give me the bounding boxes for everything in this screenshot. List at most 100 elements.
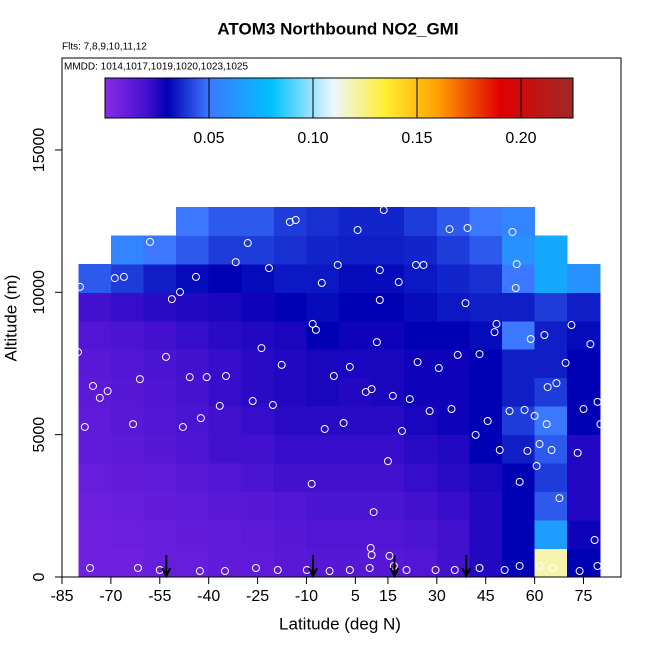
- heatmap-cell: [176, 548, 210, 578]
- heatmap-cell: [78, 491, 112, 521]
- flight-point: [185, 373, 194, 382]
- flight-point: [178, 422, 187, 431]
- y-tick-label: 0: [31, 572, 48, 581]
- heatmap-cell: [110, 434, 144, 464]
- heatmap-cell: [339, 320, 373, 350]
- flight-point: [492, 319, 501, 328]
- heatmap-cell: [78, 434, 112, 464]
- heatmap-cell: [339, 292, 373, 322]
- flight-point: [515, 477, 524, 486]
- x-tick-label: 30: [428, 588, 446, 605]
- heatmap-cell: [502, 349, 536, 379]
- heatmap-cell: [208, 434, 242, 464]
- y-tick-label: 10000: [31, 270, 48, 315]
- flight-point: [508, 227, 517, 236]
- x-tick-label: -55: [148, 588, 171, 605]
- flight-point: [133, 564, 142, 573]
- flight-point: [535, 440, 544, 449]
- heatmap-cell: [273, 292, 307, 322]
- heatmap-cell: [110, 349, 144, 379]
- arrow: [461, 555, 472, 579]
- flight-point: [333, 260, 342, 269]
- heatmap-cell: [502, 434, 536, 464]
- heatmap-cell: [208, 263, 242, 293]
- heatmap-cell: [241, 235, 275, 265]
- heatmap-cell: [306, 377, 340, 407]
- x-tick-label: 60: [526, 588, 544, 605]
- flight-point: [264, 264, 273, 273]
- heatmap-cell: [78, 320, 112, 350]
- heatmap-cell: [371, 463, 405, 493]
- heatmap-cell: [371, 520, 405, 550]
- heatmap-cell: [78, 349, 112, 379]
- heatmap-cell: [273, 263, 307, 293]
- heatmap-cell: [208, 520, 242, 550]
- flight-point: [586, 340, 595, 349]
- heatmap-cell: [176, 292, 210, 322]
- heatmap-cell: [371, 320, 405, 350]
- heatmap-cell: [110, 406, 144, 436]
- heatmap-cell: [176, 520, 210, 550]
- flight-point: [365, 564, 374, 573]
- heatmap-cell: [534, 520, 568, 550]
- flight-point: [369, 508, 378, 517]
- heatmap-cell: [502, 491, 536, 521]
- heatmap-cell: [371, 491, 405, 521]
- heatmap-cell: [110, 463, 144, 493]
- x-tick-label: -85: [50, 588, 73, 605]
- flight-point: [483, 416, 492, 425]
- heatmap-cell: [404, 463, 438, 493]
- heatmap-cell: [208, 406, 242, 436]
- heatmap-cell: [534, 235, 568, 265]
- heatmap-cell: [143, 463, 177, 493]
- flight-point: [397, 426, 406, 435]
- heatmap-cell: [534, 491, 568, 521]
- heatmap-cell: [143, 520, 177, 550]
- plot-frame: [61, 57, 622, 578]
- heatmap-cell: [143, 491, 177, 521]
- heatmap-cell: [469, 235, 503, 265]
- heatmap-cell: [273, 434, 307, 464]
- flight-point: [495, 446, 504, 455]
- heatmap-cell: [208, 463, 242, 493]
- heatmap-cell: [241, 292, 275, 322]
- flight-point: [75, 282, 84, 291]
- flight-point: [291, 215, 300, 224]
- heatmap-cell: [176, 406, 210, 436]
- heatmap-cell: [436, 520, 470, 550]
- heatmap-cell: [273, 206, 307, 236]
- flight-point: [273, 565, 282, 574]
- overlay: -85 -70 -55 -40 -25 -10 5 15 30 45 60 75 0 5000 10000 1…: [31, 57, 622, 605]
- heatmap-cell: [273, 320, 307, 350]
- flight-point: [388, 391, 397, 400]
- flight-point: [490, 328, 499, 337]
- heatmap-cell: [371, 292, 405, 322]
- heatmap-cell: [241, 377, 275, 407]
- subtitle: Flts: 7,8,9,10,11,12: [62, 42, 147, 53]
- heatmap-cell: [176, 349, 210, 379]
- heatmap-cell: [78, 463, 112, 493]
- heatmap-cell: [339, 491, 373, 521]
- flight-point: [383, 457, 392, 466]
- heatmap-cell: [436, 463, 470, 493]
- heatmap-cell: [273, 463, 307, 493]
- flight-point: [405, 395, 414, 404]
- heatmap-cell: [208, 548, 242, 578]
- colorbar-tick-label: 0.05: [193, 130, 224, 147]
- heatmap-cell: [208, 377, 242, 407]
- flight-point: [353, 225, 362, 234]
- heatmap-cell: [176, 206, 210, 236]
- heatmap-cell: [502, 520, 536, 550]
- arrow: [308, 555, 318, 579]
- flight-point: [73, 348, 82, 357]
- heatmap-cell: [176, 463, 210, 493]
- heatmap-cell: [110, 491, 144, 521]
- heatmap-cell: [208, 491, 242, 521]
- heatmap-cell: [208, 349, 242, 379]
- heatmap-cell: [469, 434, 503, 464]
- heatmap-cell: [371, 349, 405, 379]
- arrow: [389, 555, 400, 579]
- heatmap-cell: [534, 263, 568, 293]
- heatmap-cell: [241, 463, 275, 493]
